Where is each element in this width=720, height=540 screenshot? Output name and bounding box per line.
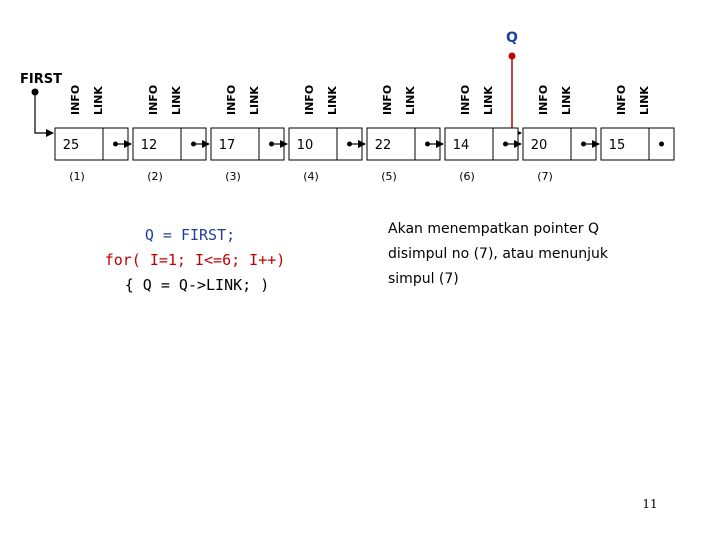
info-header: INFO	[459, 85, 472, 115]
info-header: INFO	[537, 85, 550, 115]
info-header: INFO	[69, 85, 82, 115]
link-box	[648, 127, 675, 161]
link-header: LINK	[638, 86, 651, 115]
link-header: LINK	[560, 86, 573, 115]
code-line: { Q = Q->LINK; )	[125, 276, 270, 294]
q-label: Q	[506, 30, 518, 46]
info-header: INFO	[615, 85, 628, 115]
link-dot	[659, 141, 664, 147]
info-box	[54, 127, 104, 161]
info-value: 15	[609, 138, 626, 153]
info-header: INFO	[303, 85, 316, 115]
description-line: Akan menempatkan pointer Q	[388, 221, 599, 237]
link-header: LINK	[92, 86, 105, 115]
node-number: (7)	[537, 170, 553, 183]
info-value: 12	[141, 138, 158, 153]
description-line: simpul (7)	[388, 271, 459, 287]
page-number: 11	[642, 497, 657, 511]
node-number: (6)	[459, 170, 475, 183]
info-value: 22	[375, 138, 392, 153]
first-pointer	[34, 92, 54, 137]
code-line: for( I=1; I<=6; I++)	[105, 251, 286, 269]
node-number: (3)	[225, 170, 241, 183]
info-box	[210, 127, 260, 161]
info-value: 20	[531, 138, 548, 153]
link-header: LINK	[482, 86, 495, 115]
first-label: FIRST	[20, 72, 62, 87]
node-number: (2)	[147, 170, 163, 183]
info-header: INFO	[147, 85, 160, 115]
info-value: 10	[297, 138, 314, 153]
info-header: INFO	[225, 85, 238, 115]
node-number: (1)	[69, 170, 85, 183]
info-value: 17	[219, 138, 236, 153]
code-line: Q = FIRST;	[145, 226, 235, 244]
node-number: (4)	[303, 170, 319, 183]
description-line: disimpul no (7), atau menunjuk	[388, 246, 609, 262]
info-box	[522, 127, 572, 161]
link-header: LINK	[404, 86, 417, 115]
q-pointer	[511, 56, 522, 137]
link-header: LINK	[248, 86, 261, 115]
info-header: INFO	[381, 85, 394, 115]
node-number: (5)	[381, 170, 397, 183]
info-box	[444, 127, 494, 161]
link-header: LINK	[326, 86, 339, 115]
info-value: 14	[453, 138, 470, 153]
info-value: 25	[63, 138, 80, 153]
linked-list: INFO LINK 25 (1) INFO LINK 12 (2) INFO LINK 17 (3) I…	[54, 85, 675, 183]
info-box	[600, 127, 650, 161]
link-header: LINK	[170, 86, 183, 115]
